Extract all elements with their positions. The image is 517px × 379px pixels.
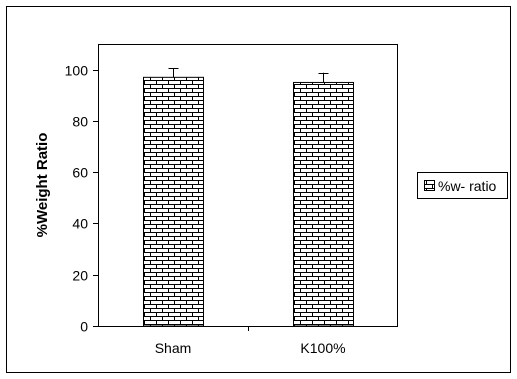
x-tick-label: K100% (300, 340, 345, 356)
y-tick-label: 0 (80, 319, 88, 335)
y-axis-title: %Weight Ratio (34, 133, 51, 238)
x-tick-label: Sham (155, 340, 192, 356)
legend-swatch (424, 180, 435, 191)
y-tick-label: 80 (72, 114, 88, 130)
bars (143, 68, 354, 331)
legend-label: %w- ratio (438, 178, 497, 194)
y-tick-label: 60 (72, 165, 88, 181)
x-axis-labels: Sham K100% (155, 340, 346, 356)
legend: %w- ratio (417, 172, 508, 199)
y-tick-label: 100 (65, 63, 89, 79)
bar-k100- (293, 81, 354, 327)
y-tick-label: 40 (72, 216, 88, 232)
y-axis-ticks: 0 20 40 60 80 100 (65, 63, 98, 335)
y-tick-label: 20 (72, 268, 88, 284)
bar-sham (143, 76, 204, 327)
